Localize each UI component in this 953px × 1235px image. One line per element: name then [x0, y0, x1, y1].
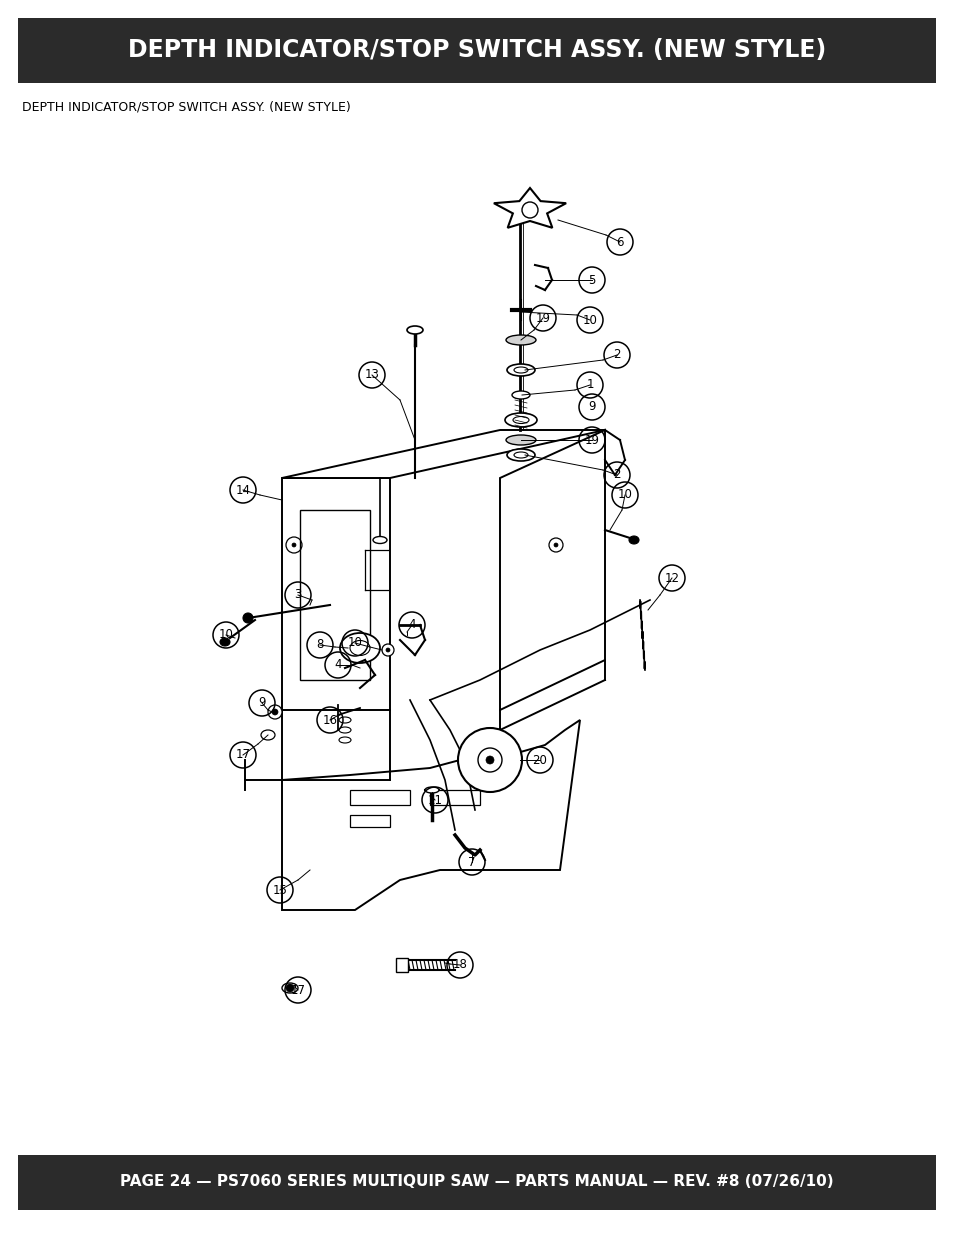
Text: 13: 13 — [364, 368, 379, 382]
Bar — [350, 790, 410, 805]
Ellipse shape — [506, 364, 535, 375]
Text: 16: 16 — [322, 714, 337, 726]
Circle shape — [292, 543, 295, 547]
Circle shape — [477, 748, 501, 772]
Ellipse shape — [424, 787, 438, 793]
Text: 4: 4 — [334, 658, 341, 672]
Circle shape — [381, 643, 394, 656]
Circle shape — [521, 203, 537, 219]
Ellipse shape — [338, 718, 351, 722]
Text: 17: 17 — [291, 983, 305, 997]
Text: 10: 10 — [582, 314, 597, 326]
Circle shape — [286, 984, 294, 992]
Ellipse shape — [514, 367, 527, 373]
Circle shape — [243, 613, 253, 622]
Ellipse shape — [350, 641, 370, 656]
Bar — [299, 510, 370, 680]
Ellipse shape — [504, 412, 537, 427]
Circle shape — [554, 543, 558, 547]
Ellipse shape — [407, 326, 422, 333]
Bar — [18, 1155, 935, 1210]
Text: 4: 4 — [408, 619, 416, 631]
Text: 5: 5 — [588, 273, 595, 287]
Ellipse shape — [220, 638, 230, 646]
Polygon shape — [499, 430, 604, 710]
Text: DEPTH INDICATOR/STOP SWITCH ASSY. (NEW STYLE): DEPTH INDICATOR/STOP SWITCH ASSY. (NEW S… — [128, 38, 825, 62]
Circle shape — [485, 756, 494, 764]
Text: 2: 2 — [613, 348, 620, 362]
Bar — [430, 790, 479, 805]
Text: 18: 18 — [452, 958, 467, 972]
Text: 1: 1 — [586, 378, 593, 391]
Ellipse shape — [339, 634, 379, 663]
Text: 19: 19 — [535, 311, 550, 325]
Ellipse shape — [506, 450, 535, 461]
Bar — [18, 19, 935, 83]
Polygon shape — [282, 430, 604, 478]
Text: 8: 8 — [316, 638, 323, 652]
Text: 3: 3 — [294, 589, 301, 601]
Polygon shape — [282, 720, 579, 910]
Circle shape — [457, 727, 521, 792]
Text: 15: 15 — [273, 883, 287, 897]
Circle shape — [268, 705, 282, 719]
Text: 7: 7 — [468, 856, 476, 868]
Circle shape — [272, 709, 277, 715]
Ellipse shape — [338, 727, 351, 734]
Bar — [395, 958, 408, 972]
Text: 10: 10 — [347, 636, 362, 650]
Polygon shape — [282, 478, 390, 710]
Text: 9: 9 — [258, 697, 266, 709]
Text: 11: 11 — [427, 794, 442, 806]
Text: 17: 17 — [235, 748, 251, 762]
Text: PAGE 24 — PS7060 SERIES MULTIQUIP SAW — PARTS MANUAL — REV. #8 (07/26/10): PAGE 24 — PS7060 SERIES MULTIQUIP SAW — … — [120, 1174, 833, 1189]
Text: 20: 20 — [532, 753, 547, 767]
Text: 14: 14 — [235, 483, 251, 496]
Ellipse shape — [512, 391, 530, 399]
Ellipse shape — [338, 737, 351, 743]
Ellipse shape — [513, 416, 529, 424]
Polygon shape — [494, 188, 565, 227]
Ellipse shape — [261, 730, 274, 740]
Ellipse shape — [373, 536, 387, 543]
Text: 12: 12 — [664, 572, 679, 584]
Text: 9: 9 — [588, 400, 595, 414]
Text: 10: 10 — [218, 629, 233, 641]
Circle shape — [386, 648, 390, 652]
Ellipse shape — [282, 983, 297, 993]
Text: 10: 10 — [617, 489, 632, 501]
Ellipse shape — [505, 435, 536, 445]
Ellipse shape — [505, 335, 536, 345]
Text: 6: 6 — [616, 236, 623, 248]
Text: 2: 2 — [613, 468, 620, 482]
Text: DEPTH INDICATOR/STOP SWITCH ASSY. (NEW STYLE): DEPTH INDICATOR/STOP SWITCH ASSY. (NEW S… — [22, 100, 351, 112]
Ellipse shape — [628, 536, 639, 543]
Ellipse shape — [514, 452, 527, 458]
Bar — [350, 815, 390, 827]
Text: 19: 19 — [584, 433, 598, 447]
